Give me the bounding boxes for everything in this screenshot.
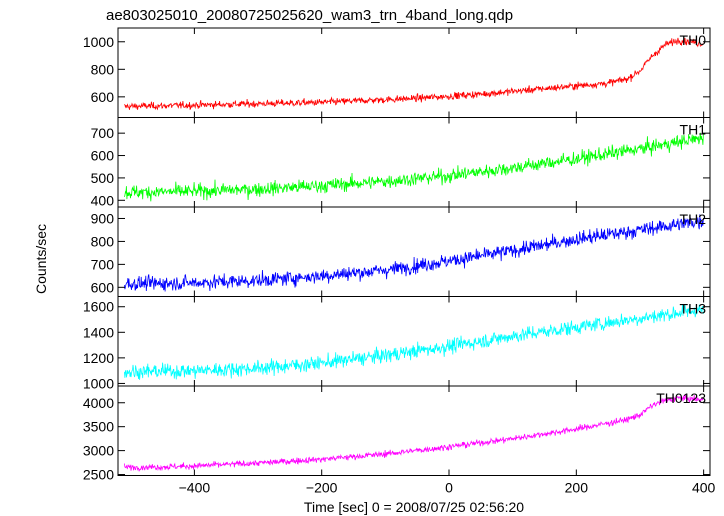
y-tick-label: 1400 (83, 324, 114, 340)
series-label-th0123: TH0123 (656, 390, 706, 406)
y-tick-label: 800 (91, 61, 115, 77)
panel-th0: 600 800 1000 TH0 (83, 27, 711, 118)
series-label-th1: TH1 (680, 122, 707, 138)
y-tick-label: 1000 (83, 375, 114, 391)
y-tick-label: 1200 (83, 350, 114, 366)
y-tick-label: 600 (91, 89, 115, 105)
x-tick-label: −200 (306, 480, 338, 496)
y-tick-label: 800 (91, 233, 115, 249)
panel-th3: 1000 1200 1400 1600 TH3 (83, 296, 711, 391)
panel-frame (117, 27, 711, 118)
series-label-th3: TH3 (680, 301, 707, 317)
panel-frame (117, 385, 711, 476)
series-line-th0123 (124, 393, 704, 472)
y-tick-label: 600 (91, 279, 115, 295)
panel-th1: 400 500 600 700 TH1 (91, 117, 711, 208)
y-tick-label: 1600 (83, 299, 114, 315)
y-tick-label: 400 (91, 192, 115, 208)
x-tick-label: −400 (179, 480, 211, 496)
panels-group: 600 800 1000 TH0 400 500 600 700 TH1 600 700 800 900… (83, 27, 716, 496)
series-line-th0 (124, 37, 704, 111)
series-line-th1 (124, 132, 704, 202)
y-tick-label: 1000 (83, 34, 114, 50)
x-tick-label: 400 (692, 480, 716, 496)
y-tick-label: 900 (91, 210, 115, 226)
panel-th2: 600 700 800 900 TH2 (91, 206, 711, 297)
x-axis-label: Time [sec] 0 = 2008/07/25 02:56:20 (304, 499, 524, 515)
panel-frame (117, 206, 711, 297)
y-tick-label: 3500 (83, 419, 114, 435)
series-label-th0: TH0 (680, 32, 707, 48)
y-tick-label: 4000 (83, 395, 114, 411)
y-tick-label: 500 (91, 170, 115, 186)
panel-th0123: 2500 3000 3500 4000 TH0123 −400 −200 0 200 400 (83, 385, 716, 496)
y-tick-label: 600 (91, 148, 115, 164)
y-tick-label: 700 (91, 256, 115, 272)
y-tick-label: 3000 (83, 443, 114, 459)
series-label-th2: TH2 (680, 211, 707, 227)
y-tick-label: 700 (91, 125, 115, 141)
y-axis-label: Counts/sec (33, 224, 49, 294)
series-line-th3 (124, 304, 704, 380)
series-line-th2 (124, 214, 704, 292)
y-tick-label: 2500 (83, 467, 114, 483)
chart-title: ae803025010_20080725025620_wam3_trn_4ban… (106, 7, 513, 24)
x-tick-label: 200 (565, 480, 589, 496)
x-tick-label: 0 (445, 480, 453, 496)
